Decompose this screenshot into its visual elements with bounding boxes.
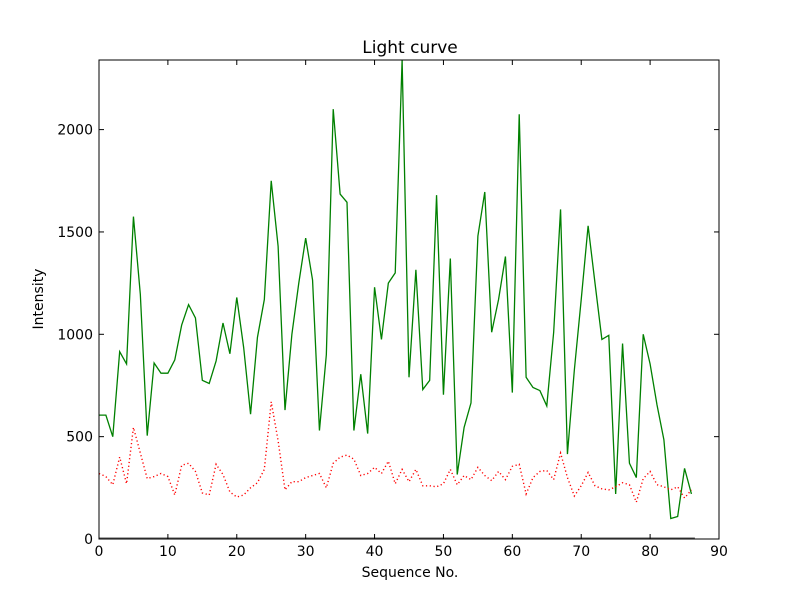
- x-tick-label: 50: [435, 544, 453, 560]
- x-tick-label: 80: [641, 544, 659, 560]
- plot-background: [99, 60, 719, 539]
- axes-layer: 0 10 20 30 40 50 60 70 80 90 0 500 1000 1500 2000: [57, 59, 728, 560]
- x-tick-label: 0: [95, 544, 104, 560]
- series-line-1: [99, 59, 693, 520]
- y-tick-label: 1000: [57, 327, 93, 343]
- x-tick-label: 30: [297, 544, 315, 560]
- y-axis-label: Intensity: [31, 269, 47, 330]
- series-line-2: [98, 401, 692, 505]
- chart-title: Light curve: [362, 38, 457, 58]
- x-tick-label: 60: [503, 544, 521, 560]
- plot-area: [99, 60, 719, 539]
- y-tick-label: 0: [84, 532, 93, 548]
- x-tick-label: 40: [366, 544, 384, 560]
- series-layer: [98, 59, 695, 539]
- plot-frame: [98, 59, 720, 540]
- x-tick-label: 90: [710, 544, 728, 560]
- y-tick-label: 1500: [57, 225, 93, 241]
- x-tick-label: 10: [159, 544, 177, 560]
- y-tick-label: 2000: [57, 123, 93, 139]
- y-tick-label: 500: [66, 430, 93, 446]
- x-tick-label: 70: [572, 544, 590, 560]
- x-axis-label: Sequence No.: [362, 565, 459, 581]
- x-tick-label: 20: [228, 544, 246, 560]
